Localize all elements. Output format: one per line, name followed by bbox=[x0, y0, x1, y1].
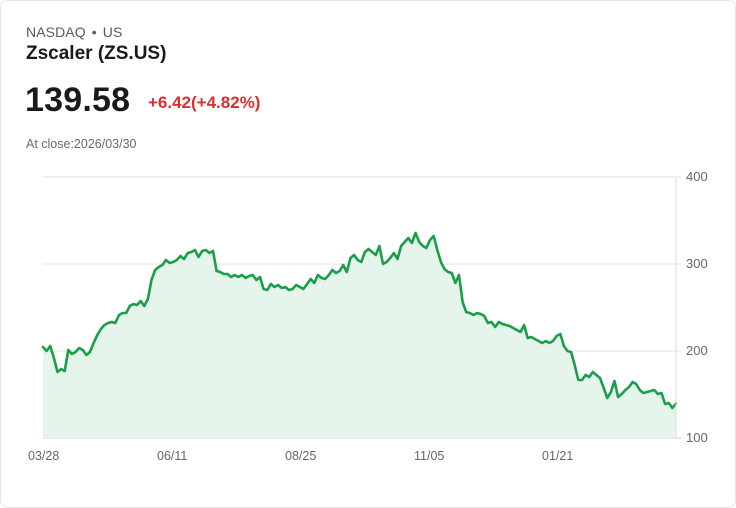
exchange-name: NASDAQ bbox=[26, 24, 86, 40]
x-tick-label: 11/05 bbox=[414, 449, 445, 463]
separator-dot: • bbox=[91, 24, 97, 40]
x-tick-label: 08/25 bbox=[285, 449, 317, 463]
price-line bbox=[41, 231, 678, 410]
close-date: At close:2026/03/30 bbox=[26, 137, 137, 151]
x-tick-label: 06/11 bbox=[157, 449, 188, 463]
exchange-line: NASDAQ • US bbox=[26, 24, 122, 40]
y-tick-label: 100 bbox=[686, 430, 708, 445]
price-change: +6.42(+4.82%) bbox=[148, 93, 261, 112]
x-tick-label: 03/28 bbox=[28, 449, 60, 463]
y-tick-label: 300 bbox=[686, 256, 708, 271]
y-tick-label: 400 bbox=[686, 169, 708, 184]
price-area-fill bbox=[43, 233, 676, 438]
region: US bbox=[102, 24, 123, 40]
x-tick-label: 01/21 bbox=[542, 449, 574, 463]
stock-title: Zscaler (ZS.US) bbox=[26, 43, 167, 64]
y-tick-label: 200 bbox=[686, 343, 708, 358]
current-price: 139.58 bbox=[25, 81, 131, 119]
